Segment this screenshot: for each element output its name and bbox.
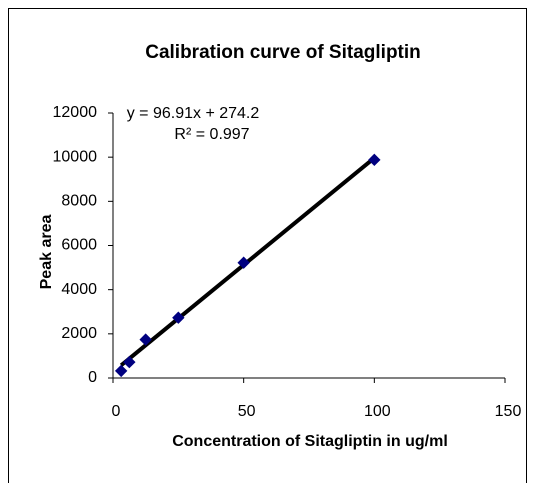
marker bbox=[172, 311, 185, 324]
y-tick-label: 10000 bbox=[53, 148, 98, 165]
y-axis-label: Peak area bbox=[38, 215, 55, 290]
marker bbox=[237, 256, 250, 269]
x-tick-label: 100 bbox=[364, 403, 391, 420]
x-tick-label: 50 bbox=[238, 403, 256, 420]
x-tick-label: 0 bbox=[112, 403, 121, 420]
marker bbox=[368, 153, 381, 167]
y-tick-label: 2000 bbox=[61, 325, 97, 342]
trend-equation: y = 96.91x + 274.2 bbox=[127, 105, 260, 122]
x-axis-label: Concentration of Sitagliptin in ug/ml bbox=[172, 433, 448, 450]
chart-title: Calibration curve of Sitagliptin bbox=[145, 42, 421, 63]
y-tick-label: 8000 bbox=[61, 193, 97, 210]
y-tick-label: 12000 bbox=[53, 104, 98, 121]
y-tick-label: 0 bbox=[88, 369, 97, 386]
trend-r2: R² = 0.997 bbox=[174, 126, 249, 143]
marker bbox=[123, 355, 136, 369]
marker bbox=[139, 333, 152, 346]
y-tick-label: 6000 bbox=[61, 237, 97, 254]
marker bbox=[114, 364, 128, 378]
y-tick-label: 4000 bbox=[61, 281, 97, 298]
x-tick-label: 150 bbox=[495, 403, 522, 420]
